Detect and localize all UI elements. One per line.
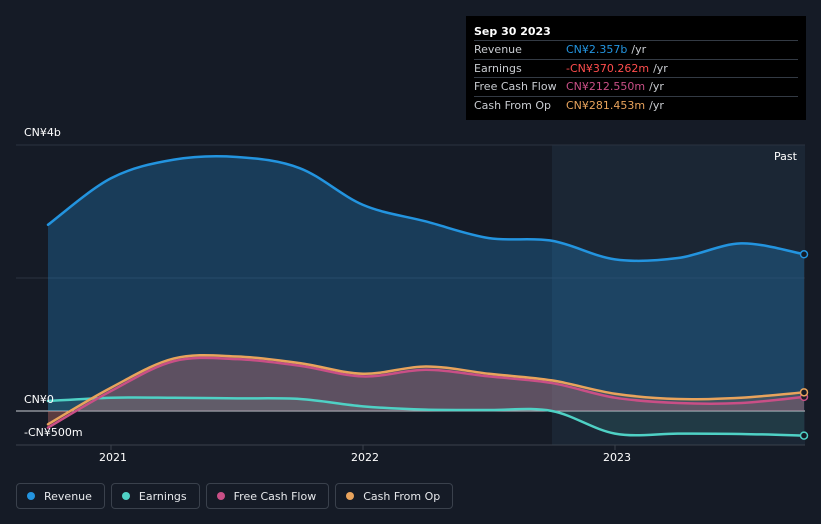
x-tick-label-2021: 2021	[99, 451, 127, 464]
line-free-cash-flow	[46, 356, 806, 429]
tooltip-row-earnings: Earnings -CN¥370.262m /yr	[474, 58, 798, 78]
tooltip: Sep 30 2023 Revenue CN¥2.357b /yr Earnin…	[466, 16, 806, 120]
y-tick-label-0: CN¥0	[24, 393, 54, 406]
area-earnings	[48, 397, 804, 436]
tooltip-row-free-cash-flow: Free Cash Flow CN¥212.550m /yr	[474, 77, 798, 96]
line-earnings	[46, 396, 806, 437]
tooltip-row-revenue: Revenue CN¥2.357b /yr	[474, 40, 798, 59]
x-tick-label-2023: 2023	[603, 451, 631, 464]
y-tick-label-neg500m: -CN¥500m	[24, 426, 83, 439]
line-revenue	[46, 154, 806, 263]
legend-dot-icon	[27, 492, 35, 500]
tooltip-label: Free Cash Flow	[474, 80, 557, 93]
legend-item-free-cash-flow[interactable]: Free Cash Flow	[205, 483, 330, 509]
legend-dot-icon	[346, 492, 355, 500]
legend-dot-icon	[121, 492, 130, 500]
tooltip-label: Cash From Op	[474, 98, 552, 112]
legend-dot-icon	[216, 492, 225, 500]
line-cash-from-op	[46, 353, 806, 426]
legend-item-cash-from-op[interactable]: Cash From Op	[335, 483, 454, 509]
past-label: Past	[774, 150, 797, 163]
tooltip-value: CN¥281.453m	[566, 98, 646, 112]
series-lines	[46, 154, 806, 437]
legend-label: Earnings	[138, 489, 187, 503]
x-tick-label-2022: 2022	[351, 451, 379, 464]
tooltip-value: -CN¥370.262m	[566, 61, 650, 75]
tooltip-unit: /yr	[653, 61, 668, 75]
tooltip-unit: /yr	[631, 43, 647, 56]
tooltip-date: Sep 30 2023	[474, 25, 551, 38]
legend: Revenue Earnings Free Cash Flow Cash Fro…	[16, 483, 454, 509]
series-endpoints	[799, 250, 809, 440]
tooltip-row-cash-from-op: Cash From Op CN¥281.453m /yr	[474, 95, 798, 115]
legend-label: Free Cash Flow	[233, 489, 317, 503]
tooltip-unit: /yr	[649, 80, 664, 93]
grid-lines	[16, 144, 805, 450]
tooltip-label: Revenue	[474, 43, 522, 56]
endpoint-cash-from-op	[799, 388, 809, 397]
tooltip-label: Earnings	[474, 61, 522, 75]
area-cash-from-op	[48, 355, 804, 425]
legend-item-revenue[interactable]: Revenue	[16, 483, 105, 509]
tooltip-unit: /yr	[649, 98, 664, 112]
y-tick-label-4b: CN¥4b	[24, 126, 61, 139]
legend-label: Cash From Op	[363, 489, 441, 503]
legend-item-earnings[interactable]: Earnings	[110, 483, 200, 509]
legend-label: Revenue	[44, 489, 92, 503]
series-areas	[48, 156, 804, 436]
endpoint-revenue	[799, 250, 809, 259]
endpoint-earnings	[799, 431, 809, 440]
tooltip-value: CN¥2.357b	[566, 43, 628, 56]
area-free-cash-flow	[48, 357, 804, 428]
area-revenue	[48, 156, 804, 411]
tooltip-value: CN¥212.550m	[566, 80, 646, 93]
